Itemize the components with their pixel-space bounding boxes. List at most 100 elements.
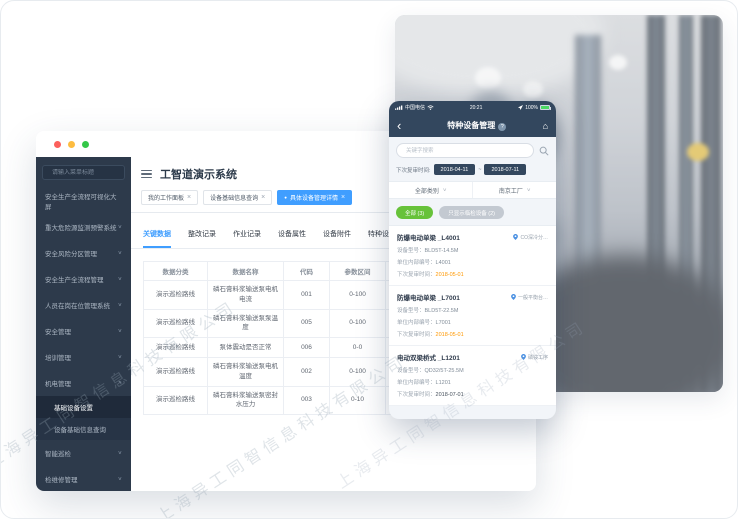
sidebar-item-label: 安全管理 — [45, 329, 71, 336]
tab-my-workbench[interactable]: 我的工作面板 × — [141, 190, 199, 205]
cell: 0-100 — [329, 280, 386, 310]
chevron-down-icon: ∨ — [117, 354, 123, 360]
tab-device-detail[interactable]: ● 具体设备管理详情 × — [277, 190, 353, 205]
location-text: CO深冷分… — [520, 234, 548, 241]
help-icon[interactable]: ? — [498, 123, 507, 131]
device-card[interactable]: 防爆电动单梁 _L4001 CO深冷分… 设备型号：BLD5T-14.5M 单位… — [389, 226, 556, 286]
chevron-down-icon: ∨ — [117, 302, 123, 308]
device-location: CO深冷分… — [513, 234, 548, 241]
keyword-search-input[interactable] — [404, 146, 526, 155]
back-icon[interactable]: ‹ — [397, 118, 402, 133]
phone-mockup: 中国电信 20:21 100% ‹ 特种设备管理? ⌂ 下次复审时间: 2018… — [389, 101, 556, 419]
sidebar-item-hazard-monitor[interactable]: 重大危险源监测预警系统 ∨ — [36, 214, 131, 240]
sidebar-item-label: 检维修管理 — [45, 477, 78, 484]
code-value: L1201 — [435, 380, 451, 386]
battery-icon — [539, 105, 551, 110]
home-icon[interactable]: ⌂ — [542, 120, 548, 131]
zoom-window-button[interactable] — [82, 140, 89, 148]
cell: 0-100 — [329, 357, 386, 387]
dropdown-label: 全部类别 — [414, 188, 439, 195]
model-label: 设备型号： — [397, 368, 425, 374]
factory-dropdown[interactable]: 南京工厂 ∨ — [472, 182, 556, 198]
sidebar-item-label: 安全生产全流程可视化大屏 — [45, 194, 117, 211]
sidebar-item-basic-device-setup[interactable]: 基础设备设置 — [36, 396, 131, 418]
sidebar-item-label: 机电管理 — [45, 381, 71, 388]
phone-title-text: 特种设备管理 — [447, 121, 496, 130]
minimize-window-button[interactable] — [68, 140, 75, 148]
model-value: QD32/5T-25.5M — [424, 368, 464, 374]
sidebar-item-safety-mgmt[interactable]: 安全管理 ∨ — [36, 318, 131, 344]
chip-due-inspection[interactable]: 只显示临检设备 (2) — [439, 206, 505, 219]
close-window-button[interactable] — [54, 140, 61, 148]
device-card[interactable]: 电动双梁桥式 _L1201 磷铵工序 设备型号：QD32/5T-25.5M 单位… — [389, 346, 556, 406]
cell: 0-0 — [329, 337, 386, 358]
tab-work-records[interactable]: 作业记录 — [233, 231, 261, 238]
device-card[interactable]: 防爆电动单梁 _L7001 一般平衡台… 设备型号：BLD5T-22.5M 单位… — [389, 286, 556, 346]
tab-device-attachments[interactable]: 设备附件 — [323, 231, 351, 238]
battery-percent-label: 100% — [525, 104, 538, 111]
model-value: BLD5T-14.5M — [424, 248, 459, 254]
tab-label: 我的工作面板 — [148, 196, 185, 202]
sidebar-search[interactable] — [42, 165, 125, 180]
model-label: 设备型号： — [397, 248, 425, 254]
tab-key-data[interactable]: 关键数据 — [143, 229, 171, 248]
sidebar-search-input[interactable] — [50, 168, 120, 177]
sidebar-item-smart-inspection[interactable]: 智能巡检 ∨ — [36, 440, 131, 466]
close-icon[interactable]: × — [187, 194, 192, 201]
open-tabs-bar: 我的工作面板 × 设备基础信息查询 × ● 具体设备管理详情 × — [131, 187, 536, 213]
yellow-helmet-shape — [687, 143, 709, 161]
location-pin-icon — [513, 234, 519, 240]
chip-all[interactable]: 全部 (3) — [396, 206, 434, 219]
tilde-separator: ~ — [478, 166, 482, 173]
chevron-up-icon: ∧ — [117, 380, 123, 386]
signal-icon — [395, 105, 403, 110]
sidebar-item-training[interactable]: 培训管理 ∨ — [36, 344, 131, 370]
location-text: 一般平衡台… — [517, 294, 548, 301]
location-pin-icon — [511, 294, 516, 300]
tab-device-attributes[interactable]: 设备属性 — [278, 231, 306, 238]
tab-rectification-records[interactable]: 整改记录 — [188, 231, 216, 238]
device-location: 磷铵工序 — [521, 354, 548, 361]
page-title: 工智道演示系统 — [160, 169, 237, 181]
code-label: 单位内部编号： — [397, 260, 436, 266]
column-header: 数据名称 — [207, 261, 284, 281]
location-text: 磷铵工序 — [527, 354, 548, 361]
hamburger-menu-icon[interactable] — [141, 169, 152, 179]
search-icon[interactable] — [539, 146, 549, 156]
review-date-label: 下次复审时间： — [397, 332, 436, 338]
sidebar-item-label: 人员在岗在位管理系统 — [45, 303, 110, 310]
phone-nav-bar: ‹ 特种设备管理? ⌂ — [389, 114, 556, 137]
cell: 泵体震动是否正常 — [207, 337, 284, 358]
sidebar-item-safety-process[interactable]: 安全生产全流程管理 ∨ — [36, 266, 131, 292]
date-from-button[interactable]: 2018-04-11 — [433, 164, 476, 175]
cell: 005 — [283, 308, 330, 338]
category-dropdown[interactable]: 全部类别 ∨ — [389, 182, 472, 198]
clock-label: 20:21 — [469, 104, 483, 111]
dropdown-label: 南京工厂 — [498, 188, 523, 195]
date-to-button[interactable]: 2018-07-11 — [484, 164, 527, 175]
sidebar-item-mech-elec[interactable]: 机电管理 ∧ — [36, 370, 131, 396]
cell: 0-10 — [329, 385, 386, 415]
sidebar-item-visual-screen[interactable]: 安全生产全流程可视化大屏 — [36, 188, 131, 214]
cell: 演示巡检路线 — [143, 308, 208, 338]
cell: 磷石膏料浆输送泵密封水压力 — [207, 385, 284, 415]
close-icon[interactable]: × — [340, 194, 346, 201]
sidebar-item-risk-zone[interactable]: 安全风险分区管理 ∨ — [36, 240, 131, 266]
keyword-search-field[interactable] — [396, 143, 534, 158]
close-icon[interactable]: × — [261, 194, 266, 201]
sidebar-item-label: 安全生产全流程管理 — [45, 277, 104, 284]
cell: 演示巡检路线 — [143, 385, 208, 415]
sidebar-item-label: 重大危险源监测预警系统 — [45, 225, 117, 232]
sidebar-item-personnel[interactable]: 人员在岗在位管理系统 ∨ — [36, 292, 131, 318]
code-value: L7001 — [435, 320, 451, 326]
sidebar-item-device-info-query[interactable]: 设备基础信息查询 — [36, 418, 131, 440]
cell: 演示巡检路线 — [143, 280, 208, 310]
sidebar-item-maintenance[interactable]: 检维修管理 ∨ — [36, 466, 131, 491]
tab-device-info-query[interactable]: 设备基础信息查询 × — [203, 190, 273, 205]
location-arrow-icon — [518, 105, 524, 110]
model-label: 设备型号： — [397, 308, 425, 314]
tab-label: 设备基础信息查询 — [210, 196, 259, 202]
chevron-down-icon: ∨ — [117, 250, 123, 256]
